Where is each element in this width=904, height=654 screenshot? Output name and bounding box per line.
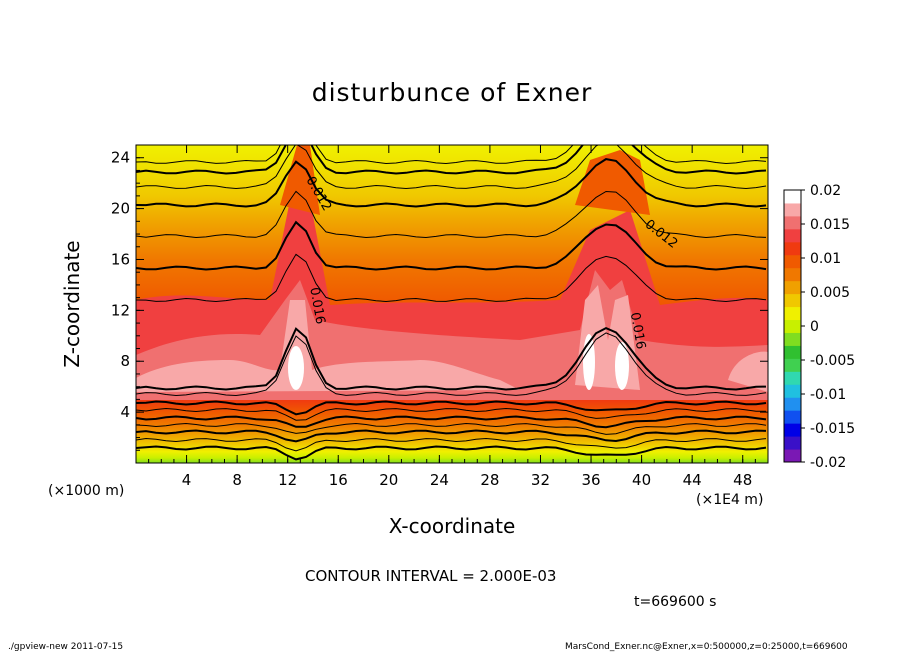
y-tick-label-1: 8 xyxy=(120,352,130,370)
colorbar-tick-label-2: 0.01 xyxy=(810,251,841,267)
colorbar: 0.02 0.015 0.01 0.005 0 -0.005 -0.01 -0.015 -0.0… xyxy=(783,183,855,471)
x-tick-label-11: 48 xyxy=(733,471,752,489)
contour-label-4: 0.016 xyxy=(627,311,648,350)
contour-line-8 xyxy=(136,326,767,391)
x-tick-label-3: 16 xyxy=(329,471,348,489)
colorbar-tick-label-7: -0.015 xyxy=(810,421,855,437)
colorbar-tick-label-4: 0 xyxy=(810,319,819,335)
footer-source-info: MarsCond_Exner.nc@Exner,x=0:500000,z=0:2… xyxy=(565,642,848,652)
y-tick-label-0: 4 xyxy=(120,403,130,421)
y-tick-label-4: 20 xyxy=(111,200,130,218)
x-tick-label-5: 24 xyxy=(430,471,449,489)
colorbar-swatch-13 xyxy=(784,280,801,295)
colorbar-swatch-10 xyxy=(784,319,801,333)
colorbar-swatch-9 xyxy=(784,332,801,346)
contour-line-6 xyxy=(136,400,767,416)
colorbar-swatch-11 xyxy=(784,306,801,321)
colorbar-swatch-5 xyxy=(784,384,801,398)
field-max-3 xyxy=(615,342,629,390)
colorbar-swatch-4 xyxy=(784,397,801,411)
contour-plot-area: 0.012 0.012 0.016 0.016 xyxy=(135,144,769,464)
colorbar-swatch-3 xyxy=(784,410,801,424)
colorbar-swatch-18 xyxy=(784,215,801,230)
contour-line-0 xyxy=(136,445,767,461)
contour-line-2 xyxy=(136,429,767,443)
contour-line-4 xyxy=(136,415,767,429)
y-axis-unit-label: (×1000 m) xyxy=(48,483,125,499)
colorbar-swatch-7 xyxy=(784,358,801,372)
contour-line-12 xyxy=(136,158,767,208)
y-axis: 4 8 12 16 20 24 xyxy=(111,144,768,464)
x-tick-label-7: 32 xyxy=(531,471,550,489)
contour-line-3 xyxy=(136,422,767,435)
colorbar-tick-label-1: 0.015 xyxy=(810,217,850,233)
colorbar-swatch-16 xyxy=(784,241,801,256)
colorbar-swatch-12 xyxy=(784,293,801,308)
field-band-018 xyxy=(136,300,520,392)
chart-title: disturbunce of Exner xyxy=(311,78,593,107)
colorbar-swatch-0 xyxy=(784,449,801,463)
contour-label-3: 0.016 xyxy=(306,286,327,325)
contour-line-10 xyxy=(136,220,767,271)
colorbar-tick-label-8: -0.02 xyxy=(810,455,846,471)
time-label: t=669600 s xyxy=(634,594,717,610)
x-tick-label-9: 40 xyxy=(632,471,651,489)
contour-line-13 xyxy=(136,145,767,190)
colorbar-swatch-1 xyxy=(784,436,801,450)
contour-line-1 xyxy=(136,437,767,452)
contour-line-11 xyxy=(136,190,767,239)
x-tick-label-10: 44 xyxy=(683,471,702,489)
x-tick-label-4: 20 xyxy=(379,471,398,489)
colorbar-swatch-17 xyxy=(784,228,801,243)
colorbar-swatch-15 xyxy=(784,254,801,269)
x-axis-label: X-coordinate xyxy=(388,514,516,538)
contour-line-9 xyxy=(136,253,767,303)
colorbar-swatch-8 xyxy=(784,345,801,359)
contour-line-14 xyxy=(136,145,767,175)
footer-program-date: ./gpview-new 2011-07-15 xyxy=(8,642,124,652)
colorbar-swatch-14 xyxy=(784,267,801,282)
contour-line-15 xyxy=(136,145,767,165)
x-tick-label-1: 8 xyxy=(232,471,242,489)
y-axis-label: Z-coordinate xyxy=(60,240,84,368)
field-max-1 xyxy=(288,346,304,390)
colorbar-swatch-2 xyxy=(784,423,801,437)
field-band-018c xyxy=(728,351,768,392)
colorbar-swatch-6 xyxy=(784,371,801,385)
x-tick-label-6: 28 xyxy=(480,471,499,489)
colorbar-swatch-19 xyxy=(784,202,801,217)
contour-interval-text: CONTOUR INTERVAL = 2.000E-03 xyxy=(305,567,557,585)
colorbar-tick-label-5: -0.005 xyxy=(810,353,855,369)
x-axis: 4 8 12 16 20 24 28 32 36 40 44 48 xyxy=(135,145,769,489)
y-tick-label-2: 12 xyxy=(111,301,130,319)
x-tick-label-0: 4 xyxy=(182,471,192,489)
field-plume-2 xyxy=(575,150,650,215)
contour-line-7 xyxy=(136,332,767,397)
y-tick-label-3: 16 xyxy=(111,250,130,268)
x-tick-label-8: 36 xyxy=(581,471,600,489)
colorbar-swatch-20 xyxy=(784,190,801,204)
colorbar-tick-label-3: 0.005 xyxy=(810,285,850,301)
field-plume-1 xyxy=(280,145,320,215)
y-tick-label-5: 24 xyxy=(111,149,130,167)
colorbar-tick-label-0: 0.02 xyxy=(810,183,841,199)
colorbar-tick-label-6: -0.01 xyxy=(810,387,846,403)
x-axis-unit-label: (×1E4 m) xyxy=(696,492,764,508)
x-tick-label-2: 12 xyxy=(278,471,297,489)
contour-line-5 xyxy=(136,407,766,421)
